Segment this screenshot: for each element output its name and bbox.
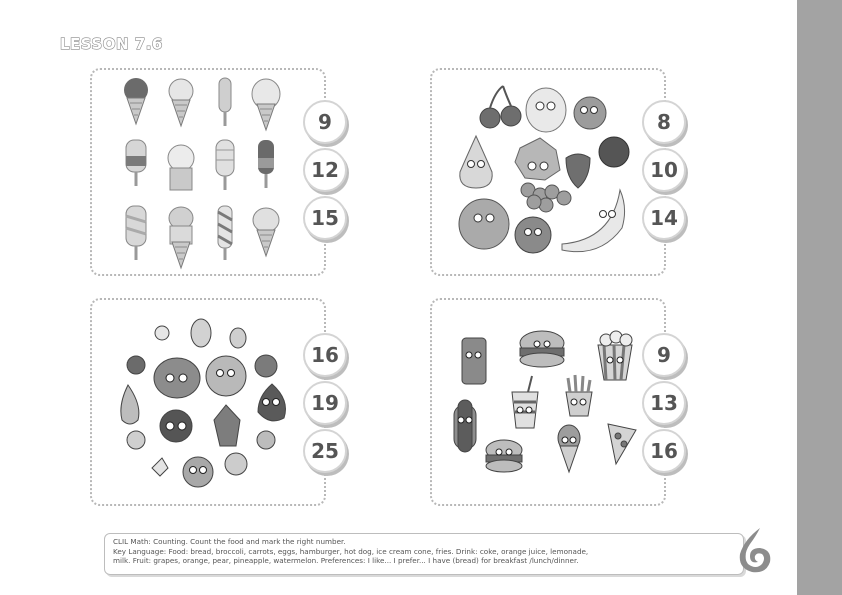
footer-line-1: CLIL Math: Counting. Count the food and …	[113, 537, 346, 546]
fast-food-choice-2[interactable]: 13	[642, 381, 686, 425]
fruit-choice-1[interactable]: 8	[642, 100, 686, 144]
fruit-character-choice-1[interactable]: 16	[303, 333, 347, 377]
footer-line-3: milk. Fruit: grapes, orange, pear, pinea…	[113, 556, 579, 566]
lesson-title: LESSON 7.6	[59, 34, 163, 53]
fruit-choice-2[interactable]: 10	[642, 148, 686, 192]
fruit-panel	[430, 68, 666, 276]
fruit-character-choice-2[interactable]: 19	[303, 381, 347, 425]
ice-cream-choice-1[interactable]: 9	[303, 100, 347, 144]
fast-food-panel	[430, 298, 666, 506]
ice-cream-choice-3[interactable]: 15	[303, 196, 347, 240]
publisher-logo-icon	[739, 528, 771, 573]
ice-cream-choice-2[interactable]: 12	[303, 148, 347, 192]
footer-notes: CLIL Math: Counting. Count the food and …	[104, 533, 744, 575]
fruit-choice-3[interactable]: 14	[642, 196, 686, 240]
right-margin-strip	[797, 0, 842, 595]
fast-food-choice-3[interactable]: 16	[642, 429, 686, 473]
ice-cream-panel	[90, 68, 326, 276]
fruit-character-panel	[90, 298, 326, 506]
fast-food-choice-1[interactable]: 9	[642, 333, 686, 377]
footer-line-2: Key Language: Food: bread, broccoli, car…	[113, 546, 589, 556]
fruit-character-choice-3[interactable]: 25	[303, 429, 347, 473]
